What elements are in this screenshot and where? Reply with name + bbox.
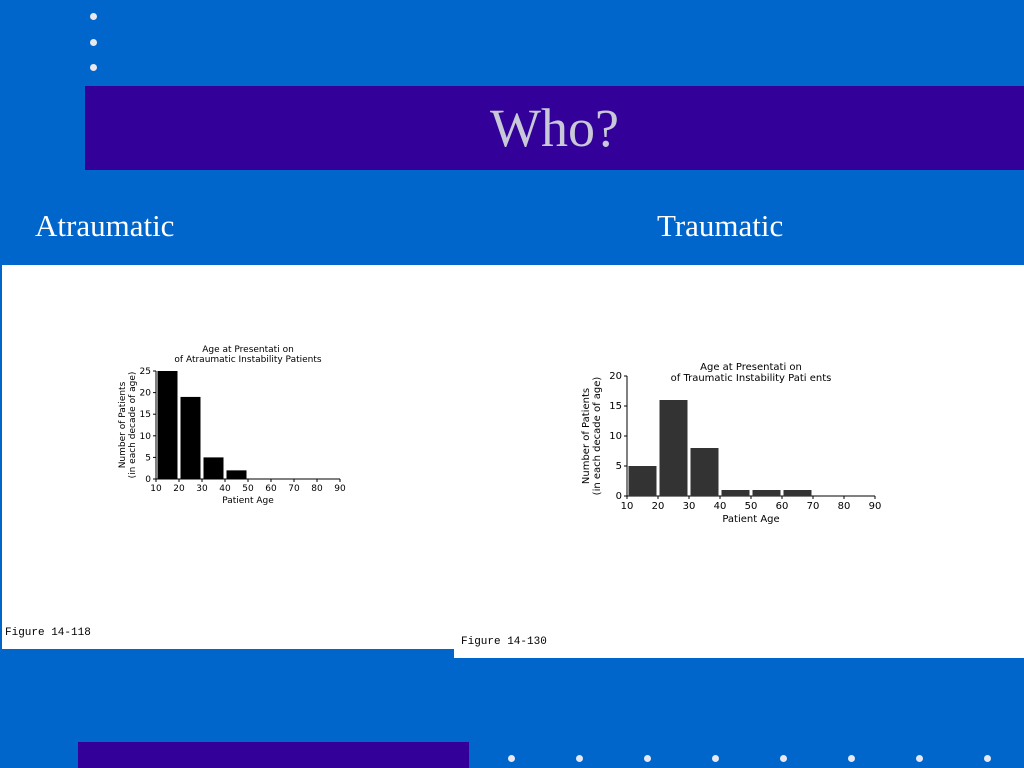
y-axis-label: Number of Patients (118, 381, 128, 468)
x-tick-label: 70 (807, 501, 820, 512)
decor-dot (576, 755, 583, 762)
decor-dot (780, 755, 787, 762)
y-tick-label: 20 (140, 389, 152, 399)
x-tick-label: 30 (683, 501, 696, 512)
x-axis-label: Patient Age (722, 514, 779, 525)
decor-dot (90, 39, 97, 46)
x-tick-label: 50 (745, 501, 758, 512)
y-tick-label: 25 (140, 367, 151, 377)
y-axis-label: (in each decade of age) (128, 372, 138, 479)
histogram-bar (203, 457, 224, 479)
histogram-bar (157, 371, 178, 479)
decor-dot (508, 755, 515, 762)
traumatic-age-chart: 0 5 10 15 20 10 20 30 40 50 60 70 80 90 Age at Present… (581, 362, 882, 525)
title-band: Who? (85, 86, 1024, 170)
decor-dot (916, 755, 923, 762)
y-tick-label: 15 (140, 410, 151, 420)
x-tick-label: 10 (621, 501, 634, 512)
x-tick-label: 40 (714, 501, 727, 512)
y-tick-label: 10 (609, 431, 622, 442)
y-tick-label: 20 (609, 371, 622, 382)
chart-title: Age at Presentati on (700, 362, 802, 373)
left-figure-panel: 0 5 10 15 20 25 10 20 30 40 50 60 70 80 90 Age at Prese… (2, 265, 454, 649)
y-tick-label: 5 (616, 461, 622, 472)
x-tick-label: 50 (242, 484, 254, 494)
x-tick-label: 60 (776, 501, 789, 512)
histogram-bar (226, 470, 247, 479)
x-tick-label: 90 (869, 501, 882, 512)
histogram-bar (783, 490, 812, 496)
histogram-bar (690, 448, 719, 496)
x-axis-label: Patient Age (222, 496, 274, 506)
x-tick-label: 20 (173, 484, 185, 494)
atraumatic-label: Atraumatic (35, 208, 175, 243)
histogram-bar (659, 400, 688, 496)
decor-dot (644, 755, 651, 762)
x-tick-label: 10 (150, 484, 162, 494)
slide-title: Who? (490, 98, 619, 158)
y-tick-label: 10 (140, 432, 152, 442)
y-tick-label: 0 (616, 491, 622, 502)
right-figure-caption: Figure 14-130 (461, 636, 547, 648)
x-tick-label: 70 (288, 484, 300, 494)
atraumatic-age-chart: 0 5 10 15 20 25 10 20 30 40 50 60 70 80 90 Age at Prese… (118, 345, 346, 506)
histogram-bar (628, 466, 657, 496)
decor-dot (848, 755, 855, 762)
x-tick-label: 40 (219, 484, 231, 494)
x-tick-label: 80 (838, 501, 851, 512)
y-axis-label: (in each decade of age) (592, 377, 603, 496)
bottom-band (78, 742, 469, 768)
y-tick-label: 5 (145, 453, 151, 463)
decor-dot (712, 755, 719, 762)
histogram-bar (752, 490, 781, 496)
x-tick-label: 80 (311, 484, 323, 494)
right-figure-panel: 0 5 10 15 20 10 20 30 40 50 60 70 80 90 Age at Present… (454, 265, 1024, 658)
left-figure-caption: Figure 14-118 (5, 627, 91, 639)
x-tick-label: 90 (334, 484, 346, 494)
x-tick-label: 20 (652, 501, 665, 512)
y-tick-label: 15 (609, 401, 622, 412)
x-tick-label: 60 (265, 484, 277, 494)
decor-dot (90, 13, 97, 20)
y-axis-label: Number of Patients (581, 388, 592, 484)
decor-dot (984, 755, 991, 762)
chart-title: of Atraumatic Instability Patients (174, 355, 321, 365)
chart-title: of Traumatic Instability Pati ents (671, 373, 832, 384)
decor-dot (90, 64, 97, 71)
histogram-bar (180, 396, 201, 479)
histogram-bar (721, 490, 750, 496)
y-tick-label: 0 (145, 475, 151, 485)
traumatic-label: Traumatic (657, 208, 784, 243)
x-tick-label: 30 (196, 484, 208, 494)
chart-title: Age at Presentati on (202, 345, 294, 355)
